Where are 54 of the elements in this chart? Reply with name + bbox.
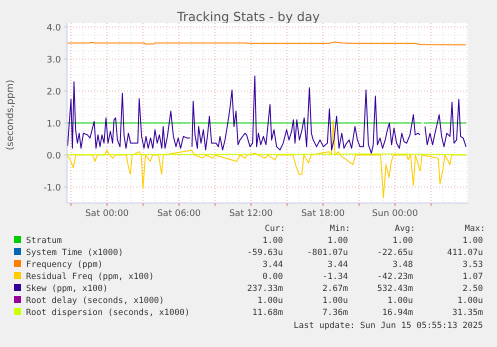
y-tick-label: 4.0 (46, 24, 62, 34)
legend-label: Frequency (ppm) (26, 260, 103, 270)
y-tick-label: 3.0 (46, 56, 62, 66)
legend-label: Residual Freq (ppm, x100) (26, 272, 154, 282)
text: 16.94m (382, 308, 413, 318)
line-series (66, 120, 466, 198)
text: 11.68m (252, 308, 283, 318)
text: Cur: (264, 224, 286, 234)
x-tick-label: Sat 12:00 (229, 209, 274, 219)
legend-label: Stratum (26, 236, 62, 246)
text: -59.63u (247, 248, 283, 258)
x-tick-label: Sun 00:00 (372, 209, 418, 219)
text: -1.34 (322, 272, 348, 282)
text: 1.07 (462, 272, 483, 282)
text: -42.23m (377, 272, 413, 282)
legend-label: Root delay (seconds, x1000) (26, 296, 164, 306)
text: -22.65u (377, 248, 413, 258)
y-tick-label: 1.0 (46, 120, 62, 130)
text: 2.67m (322, 284, 348, 294)
text: 3.44 (328, 260, 348, 270)
text: 1.00u (257, 296, 283, 306)
x-tick-label: Sat 06:00 (157, 209, 202, 219)
text: 3.53 (462, 260, 483, 270)
text: -801.07u (307, 248, 348, 258)
text: 7.36m (322, 308, 348, 318)
text: 3.48 (392, 260, 413, 270)
text: 411.07u (447, 248, 483, 258)
legend-label: System Time (x1000) (26, 248, 124, 258)
y-tick-label: 2.0 (46, 88, 62, 98)
text: 1.00 (462, 236, 483, 246)
text: 532.43m (377, 284, 413, 294)
text: 31.35m (452, 308, 483, 318)
text: 237.33m (247, 284, 283, 294)
legend-label: Skew (ppm, x100) (26, 284, 108, 294)
text: 1.00u (457, 296, 483, 306)
legend-label: Root dispersion (seconds, x1000) (26, 308, 190, 318)
text: 1.00 (262, 236, 283, 246)
text: 1.00 (392, 236, 413, 246)
text: Max: (464, 224, 486, 234)
y-axis-title: (seconds,ppm) (5, 80, 16, 150)
text: 3.44 (262, 260, 283, 270)
text: 0.00 (262, 272, 283, 282)
text: 1.00u (322, 296, 348, 306)
text: 1.00u (387, 296, 413, 306)
text: 1.00 (328, 236, 348, 246)
text: Min: (330, 224, 350, 234)
chart-title: Tracking Stats - by day (176, 9, 320, 24)
text: Last update: Sun Jun 15 05:55:13 2025 (294, 321, 483, 331)
x-tick-label: Sat 00:00 (85, 209, 130, 219)
x-tick-label: Sat 18:00 (301, 209, 346, 219)
y-tick-label: -1.0 (43, 184, 62, 194)
text: 2.50 (462, 284, 483, 294)
y-tick-label: 0.0 (46, 152, 62, 162)
text: Avg: (394, 224, 416, 234)
